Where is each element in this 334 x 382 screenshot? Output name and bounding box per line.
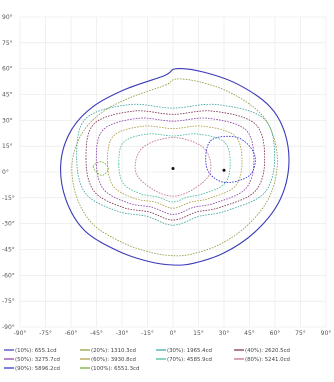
y-tick-label: 90° (2, 14, 13, 21)
y-tick-label: 0° (2, 169, 9, 176)
legend-label: (70%): 4585.9cd (167, 357, 212, 363)
legend-label: (50%): 3275.7cd (15, 357, 60, 363)
y-tick-label: -30° (2, 221, 15, 228)
x-tick-label: -90° (14, 330, 27, 337)
chart-legend: (10%): 655.1cd (20%): 1310.3cd (30%): 1965… (4, 348, 290, 372)
x-tick-label: 90° (321, 330, 332, 337)
contour-line (205, 135, 256, 183)
x-tick-label: -45° (90, 330, 103, 337)
contour-line (107, 125, 243, 209)
peak-marker (222, 168, 226, 172)
contour-line (134, 137, 212, 197)
contour-line (71, 78, 278, 257)
x-tick-label: -75° (39, 330, 52, 337)
x-axis-ticks: -90° -75° -60° -45° -30° -15° 0° 15° 30° 45° 60° 75… (14, 330, 332, 337)
x-tick-label: 0° (170, 330, 177, 337)
x-tick-label: -30° (116, 330, 129, 337)
contour-line (60, 68, 290, 266)
legend-label: (80%): 5241.0cd (245, 357, 290, 363)
y-tick-label: -75° (2, 298, 15, 305)
y-tick-label: -15° (2, 195, 15, 202)
x-tick-label: 30° (219, 330, 230, 337)
y-tick-label: 75° (2, 40, 13, 47)
contour-line (76, 103, 276, 226)
x-tick-label: 75° (295, 330, 306, 337)
peak-markers (171, 167, 226, 172)
peak-marker (171, 167, 175, 171)
y-tick-label: 30° (2, 117, 13, 124)
contour-line (92, 161, 109, 176)
x-tick-label: -60° (65, 330, 78, 337)
legend-label: (40%): 2620.5cd (245, 348, 290, 354)
contour-line (95, 117, 255, 215)
legend-label: (30%): 1965.4cd (167, 348, 212, 354)
legend-label: (90%): 5896.2cd (15, 366, 60, 372)
chart-grid (19, 16, 327, 328)
x-tick-label: -15° (141, 330, 154, 337)
y-tick-label: -45° (2, 247, 15, 254)
legend-label: (60%): 3930.8cd (91, 357, 136, 363)
legend-label: (10%): 655.1cd (15, 348, 57, 354)
y-tick-label: 15° (2, 143, 13, 150)
contour-line (85, 110, 266, 221)
legend-label: (100%): 6551.3cd (91, 366, 139, 372)
x-tick-label: 15° (193, 330, 204, 337)
y-axis-ticks: 90° 75° 60° 45° 30° 15° 0° -15° -30° -45° -60° -75°… (2, 14, 15, 331)
y-tick-label: -60° (2, 272, 15, 279)
y-tick-label: 60° (2, 66, 13, 73)
contour-line (118, 133, 231, 203)
legend-label: (20%): 1310.3cd (91, 348, 136, 354)
contour-lines (60, 68, 290, 266)
x-tick-label: 60° (270, 330, 281, 337)
y-tick-label: -90° (2, 324, 15, 331)
y-tick-label: 45° (2, 92, 13, 99)
x-tick-label: 45° (244, 330, 255, 337)
